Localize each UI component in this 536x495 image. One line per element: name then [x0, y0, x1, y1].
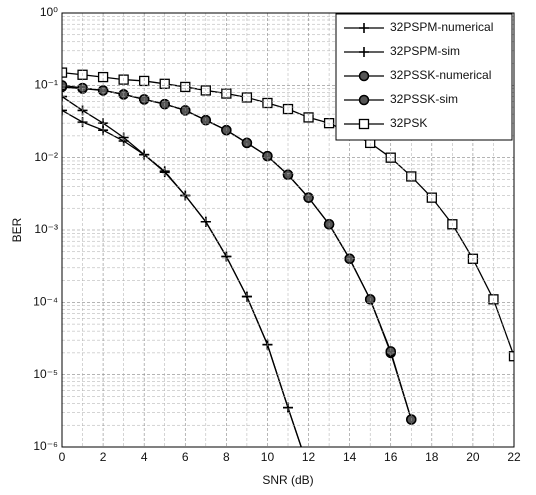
- y-axis-label: BER: [10, 217, 24, 242]
- legend-label: 32PSSK-numerical: [390, 68, 491, 82]
- marker: [62, 91, 67, 102]
- marker: [241, 92, 253, 103]
- marker: [62, 67, 68, 78]
- x-tick-label: 16: [384, 450, 398, 464]
- y-tick-label: 10⁻¹: [34, 78, 58, 92]
- legend-marker: [359, 23, 369, 33]
- y-tick-label: 10⁻⁴: [33, 295, 58, 309]
- x-tick-label: 22: [507, 450, 521, 464]
- marker: [508, 351, 514, 362]
- y-tick-label: 10⁻⁵: [33, 367, 58, 381]
- legend-marker: [358, 118, 370, 130]
- marker: [180, 81, 191, 93]
- y-tick-label: 10⁻²: [34, 150, 58, 164]
- series-line: [62, 95, 302, 447]
- legend-marker: [359, 47, 369, 57]
- legend-label: 32PSK: [390, 116, 427, 130]
- legend-label: 32PSPM-numerical: [390, 20, 493, 34]
- x-tick-label: 2: [100, 450, 107, 464]
- x-tick-label: 12: [302, 450, 316, 464]
- marker: [303, 112, 314, 123]
- legend-marker: [358, 70, 370, 82]
- x-tick-label: 10: [261, 450, 275, 464]
- x-axis-label: SNR (dB): [262, 473, 313, 487]
- y-tick-label: 10⁰: [40, 5, 58, 19]
- x-tick-label: 8: [223, 450, 230, 464]
- y-tick-label: 10⁻³: [34, 222, 58, 236]
- legend-marker: [358, 94, 370, 106]
- x-tick-label: 0: [59, 450, 66, 464]
- x-tick-label: 18: [425, 450, 439, 464]
- x-tick-label: 4: [141, 450, 148, 464]
- x-tick-label: 6: [182, 450, 189, 464]
- marker: [97, 71, 109, 83]
- marker: [62, 105, 67, 116]
- legend-label: 32PSPM-sim: [390, 44, 460, 58]
- y-tick-label: 10⁻⁶: [33, 439, 58, 453]
- legend-label: 32PSSK-sim: [390, 92, 458, 106]
- x-tick-label: 14: [343, 450, 357, 464]
- plot-frame: [61, 12, 515, 448]
- x-tick-label: 20: [466, 450, 480, 464]
